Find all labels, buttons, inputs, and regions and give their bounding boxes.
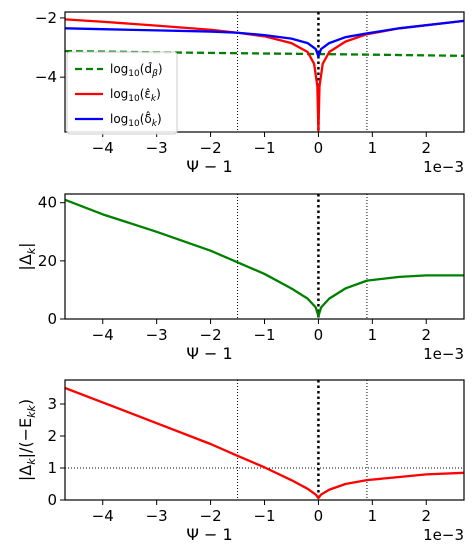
y-tick-label: −2 [35, 9, 57, 27]
series-line-1 [65, 198, 464, 318]
x-axis-multiplier: 1e−3 [423, 526, 464, 544]
x-tick-label: 0 [314, 139, 324, 157]
legend-box [66, 51, 178, 135]
x-tick-label: −2 [200, 326, 222, 344]
x-tick-label: 0 [314, 326, 324, 344]
x-tick-label: 1 [368, 326, 378, 344]
y-tick-label: 2 [47, 427, 57, 445]
y-tick-label: 0 [47, 310, 57, 328]
x-tick-label: −3 [146, 139, 168, 157]
series-line-1 [65, 386, 464, 500]
x-tick-label: 2 [421, 139, 431, 157]
x-axis-multiplier: 1e−3 [423, 345, 464, 363]
plot-area-3 [65, 380, 464, 500]
y-tick-label: 0 [47, 491, 57, 509]
legend-label: log10(ε̂k) [110, 87, 161, 104]
x-tick-label: −3 [146, 326, 168, 344]
x-tick-label: −1 [253, 507, 275, 525]
legend-label: log10(d̂β) [110, 62, 163, 79]
plot-area-2 [65, 194, 464, 319]
legend-label: log10(δ̂k) [110, 110, 162, 129]
x-tick-label: −1 [253, 326, 275, 344]
series-line-1 [65, 49, 464, 57]
x-tick-label: −4 [92, 326, 114, 344]
series-line-2 [65, 18, 464, 132]
x-tick-label: 0 [314, 507, 324, 525]
panel-3: −4 −3 −2 −1 0 1 2 0 1 2 3 Ψ − 1 1e−3 |Δk​|/(−Ekk​) [16, 379, 465, 544]
y-axis-label: |Δk​| [16, 242, 38, 270]
legend: log10(d̂β) log10(ε̂k) log10(δ̂k) [66, 51, 178, 135]
y-axis-label: |Δk​|/(−Ekk​) [16, 399, 38, 481]
x-tick-label: −2 [200, 139, 222, 157]
axes-frame [64, 379, 465, 501]
y-tick-label: 1 [47, 459, 57, 477]
x-axis-label: Ψ − 1 [186, 157, 232, 176]
x-tick-label: 1 [368, 139, 378, 157]
x-tick-label: 2 [421, 507, 431, 525]
y-tick-label: −4 [35, 68, 57, 86]
x-tick-label: −3 [146, 507, 168, 525]
x-tick-label: −1 [253, 139, 275, 157]
x-tick-label: −2 [200, 507, 222, 525]
y-tick-label: 3 [47, 395, 57, 413]
x-axis-label: Ψ − 1 [186, 525, 232, 544]
series-line-3 [65, 19, 464, 58]
x-tick-label: −4 [92, 507, 114, 525]
x-axis-multiplier: 1e−3 [423, 158, 464, 176]
y-tick-label: 40 [38, 194, 57, 212]
y-tick-label: 20 [38, 252, 57, 270]
x-tick-label: 1 [368, 507, 378, 525]
x-tick-label: −4 [92, 139, 114, 157]
x-axis-label: Ψ − 1 [186, 344, 232, 363]
x-tick-label: 2 [421, 326, 431, 344]
plot-area-1 [65, 12, 464, 132]
panel-1: −4 −3 −2 −1 0 1 2−4−2Ψ − 1 1e−3log10(d̂β)log10(… [35, 9, 465, 176]
axes-frame [64, 193, 465, 320]
